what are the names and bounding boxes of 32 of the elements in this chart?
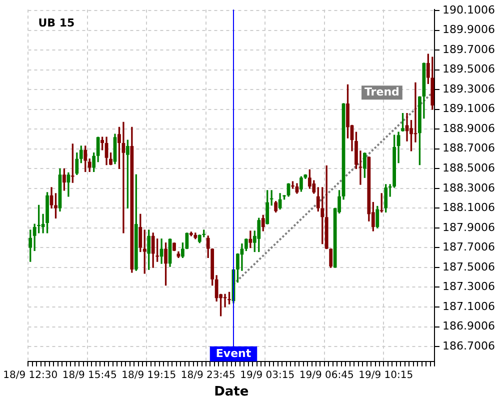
y-tick-label: 187.1006 [442,300,496,313]
y-tick-label: 186.7006 [442,339,496,352]
y-tick-label: 189.9006 [442,23,496,36]
x-tick-label: 18/9 23:45 [180,370,236,381]
y-tick-label: 187.7006 [442,240,496,254]
x-tick-label: 18/9 15:45 [62,370,117,381]
y-tick-label: 188.5006 [442,162,496,174]
annotation: Event [216,346,252,360]
y-tick-label: 188.1006 [442,201,496,214]
text: UB 15 [38,16,75,30]
candlestick [122,122,126,234]
x-tick-label: 19/9 10:15 [358,370,414,381]
x-tick-label: 18/9 19:15 [122,370,176,381]
y-tick-label: 188.9006 [442,122,496,135]
y-tick-label: 188.3006 [442,181,496,194]
candlestick [405,113,409,142]
candlestick [240,243,244,271]
y-tick-label: 189.3006 [442,82,496,96]
y-tick-label: 188.7006 [442,142,496,155]
x-tick-label: 19/9 03:15 [240,370,295,381]
y-tick-label: 189.5006 [442,62,496,76]
x-tick-label: 19/9 06:45 [299,370,354,381]
y-tick-label: 187.5006 [442,260,496,274]
y-tick-label: 190.1006 [442,3,496,16]
y-tick-label: 187.3006 [442,280,496,294]
y-tick-label: 189.1006 [442,102,496,116]
y-tick-label: 186.9006 [442,320,496,333]
x-tick-label: 18/9 12:30 [3,370,58,381]
series-label: Trend [364,85,400,98]
y-tick-label: 187.9006 [442,220,496,234]
y-tick-label: 189.7006 [442,42,496,56]
x-axis-title: Date [214,384,249,400]
